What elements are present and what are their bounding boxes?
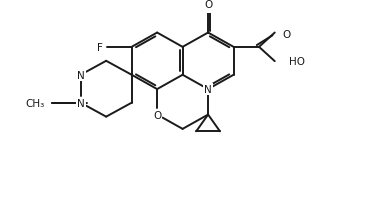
Text: N: N <box>77 70 85 80</box>
Text: N: N <box>204 85 212 95</box>
Text: N: N <box>77 98 85 108</box>
Text: CH₃: CH₃ <box>26 98 45 108</box>
Text: O: O <box>153 110 161 120</box>
Text: HO: HO <box>289 57 305 67</box>
Text: F: F <box>97 43 103 53</box>
Text: O: O <box>283 29 291 39</box>
Text: O: O <box>204 0 212 10</box>
